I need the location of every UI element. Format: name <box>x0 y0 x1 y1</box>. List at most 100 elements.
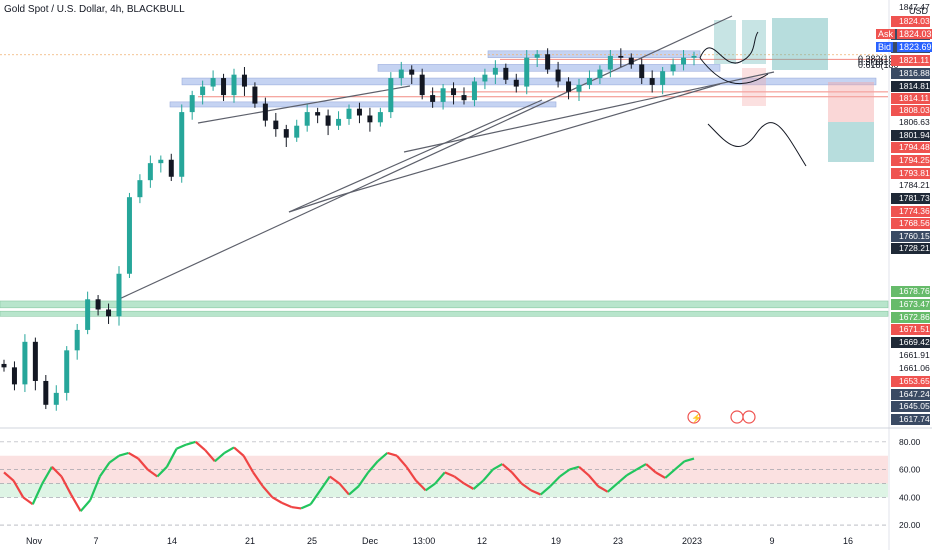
price-axis-label: 1814.11 <box>899 93 929 103</box>
x-axis-label: 9 <box>769 536 774 546</box>
price-axis-tag <box>891 401 930 412</box>
rsi-line <box>587 474 599 487</box>
x-axis-label: 12 <box>477 536 487 546</box>
candle-body <box>639 64 645 79</box>
price-axis-tag <box>891 193 930 204</box>
us-flag-icon <box>742 410 756 424</box>
rsi-line <box>559 468 571 478</box>
price-axis-tag <box>891 286 930 297</box>
price-axis-tag <box>891 68 930 79</box>
projection-path-down <box>707 122 807 167</box>
x-axis-label: 16 <box>843 536 853 546</box>
x-axis-label: 2023 <box>682 536 702 546</box>
price-axis-label: 1801.94 <box>899 130 930 140</box>
rsi-line <box>578 465 590 476</box>
rsi-line <box>616 474 628 485</box>
trend-line <box>116 15 733 301</box>
rsi-line <box>300 503 312 510</box>
candle-body <box>691 55 697 58</box>
candle-body <box>137 180 143 198</box>
rsi-line <box>291 505 302 510</box>
candle-body <box>492 67 498 75</box>
rsi-line <box>607 482 619 493</box>
price-axis-label: 1774.36 <box>899 206 930 216</box>
price-axis-label: 1617.74 <box>899 414 930 424</box>
candle-body <box>670 64 676 72</box>
candle-body <box>461 95 467 101</box>
rsi-line <box>425 482 436 492</box>
rsi-line <box>89 476 101 501</box>
trend-line <box>403 71 775 153</box>
candle-body <box>681 57 687 65</box>
candle-body <box>607 55 613 70</box>
rsi-line <box>377 452 389 463</box>
rsi-line <box>147 468 158 478</box>
candle-body <box>367 115 373 123</box>
price-axis-tag <box>891 218 930 229</box>
candle-body <box>628 57 634 65</box>
rsi-line <box>684 457 695 463</box>
candle-body <box>74 329 80 351</box>
price-axis-label: 1793.81 <box>899 168 930 178</box>
price-axis-tag <box>891 337 930 348</box>
candle-body <box>356 108 362 116</box>
price-axis-label: 1661.06 <box>899 363 930 373</box>
x-axis-label: Nov <box>26 536 43 546</box>
rsi-line <box>165 448 178 468</box>
rsi-line <box>511 471 523 485</box>
rsi-line <box>405 466 417 482</box>
rsi-line <box>357 471 370 487</box>
price-axis-tag <box>891 130 930 141</box>
rsi-line <box>41 466 53 485</box>
rsi-line <box>597 485 609 493</box>
bid-value: 1823.69 <box>897 42 932 52</box>
projection-path-mid <box>699 57 769 85</box>
rsi-line <box>309 489 322 505</box>
candle-body <box>11 367 17 385</box>
fib-label: 0.618(180 <box>858 60 899 70</box>
rsi-line <box>387 451 398 457</box>
candle-body <box>85 299 91 330</box>
price-axis-label: 1768.56 <box>899 218 930 228</box>
stop-box <box>742 68 766 106</box>
trend-line <box>197 85 411 124</box>
rsi-line <box>520 482 532 492</box>
candle-body <box>440 88 446 102</box>
rsi-axis-label: 80.00 <box>899 437 921 447</box>
price-axis-label: 1661.91 <box>899 350 930 360</box>
us-flag-icon <box>730 410 744 424</box>
price-axis-tag <box>891 155 930 166</box>
price-axis-tag <box>891 350 930 361</box>
candle-body <box>336 118 342 126</box>
rsi-line <box>118 451 129 457</box>
price-axis-tag <box>891 312 930 323</box>
candle-body <box>586 78 592 85</box>
rsi-axis-label: 40.00 <box>899 492 921 502</box>
rsi-line <box>539 485 551 496</box>
rsi-line <box>569 465 580 471</box>
target-box <box>772 18 828 70</box>
rsi-line <box>549 475 561 488</box>
resistance-zone <box>169 101 557 108</box>
candle-body <box>618 55 624 58</box>
rsi-line <box>176 443 187 450</box>
price-axis-label: 1678.76 <box>899 286 930 296</box>
candle-body <box>200 86 206 96</box>
price-axis-tag <box>891 142 930 153</box>
rsi-line <box>463 482 475 490</box>
event-icon <box>687 410 701 424</box>
rsi-line <box>60 476 73 496</box>
rsi-line <box>645 463 657 474</box>
rsi-line <box>329 475 341 485</box>
rsi-line <box>156 466 168 478</box>
candle-body <box>398 69 404 79</box>
x-axis-label: 13:00 <box>413 536 436 546</box>
x-axis-label: 14 <box>167 536 177 546</box>
x-axis-label: 19 <box>551 536 561 546</box>
candle-body <box>660 71 666 85</box>
candle-body <box>346 108 352 119</box>
candle-body <box>252 86 258 104</box>
rsi-axis-label: 60.00 <box>899 465 921 475</box>
